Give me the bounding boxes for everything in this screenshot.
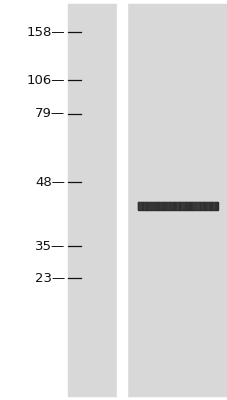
Text: 35—: 35— (35, 240, 65, 252)
Bar (117, 4, 126, 396)
Bar (68, 4, 117, 396)
Text: 79—: 79— (35, 108, 65, 120)
Text: 48—: 48— (35, 176, 65, 188)
Bar (137, 202, 217, 210)
Text: 23—: 23— (35, 272, 65, 284)
Bar (126, 4, 227, 396)
Text: 106—: 106— (26, 74, 65, 86)
Text: 158—: 158— (26, 26, 65, 38)
